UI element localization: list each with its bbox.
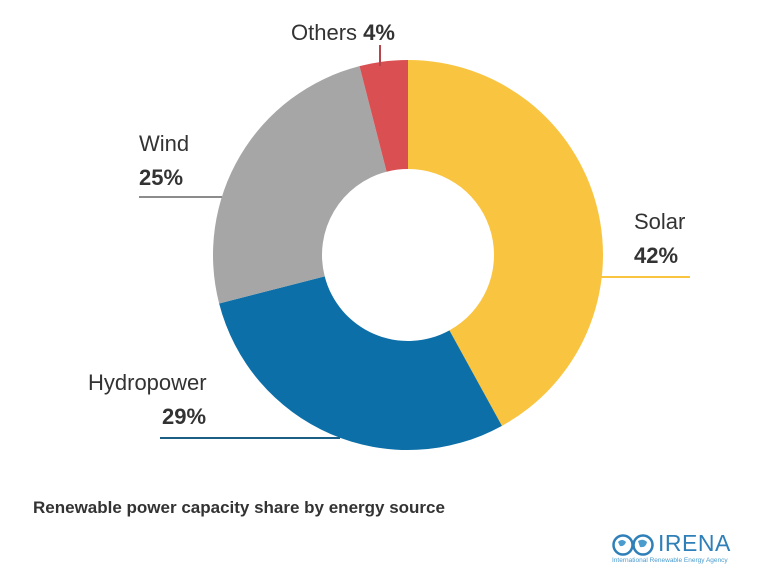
label-others: Others 4%	[291, 20, 395, 46]
label-hydropower-name: Hydropower	[88, 370, 207, 395]
label-solar: Solar 42%	[634, 209, 685, 269]
label-wind: Wind 25%	[139, 131, 189, 191]
label-solar-pct: 42%	[634, 243, 679, 268]
globe-infinity-icon	[612, 534, 654, 556]
slice-hydropower	[219, 276, 502, 450]
slice-wind	[212, 66, 387, 304]
label-others-name: Others	[291, 20, 358, 45]
label-wind-pct: 25%	[139, 165, 184, 190]
logo-subtitle: International Renewable Energy Agency	[612, 557, 728, 564]
logo-wordmark: IRENA	[658, 530, 731, 556]
label-others-pct: 4%	[363, 20, 395, 45]
slice-solar	[408, 60, 603, 426]
label-solar-name: Solar	[634, 209, 686, 234]
chart-caption: Renewable power capacity share by energy…	[33, 498, 445, 517]
slice-others	[359, 60, 408, 172]
label-hydropower: Hydropower 29%	[88, 370, 207, 430]
label-hydropower-pct: 29%	[162, 404, 207, 429]
label-wind-name: Wind	[139, 131, 190, 156]
irena-logo: IRENA International Renewable Energy Age…	[612, 530, 742, 567]
